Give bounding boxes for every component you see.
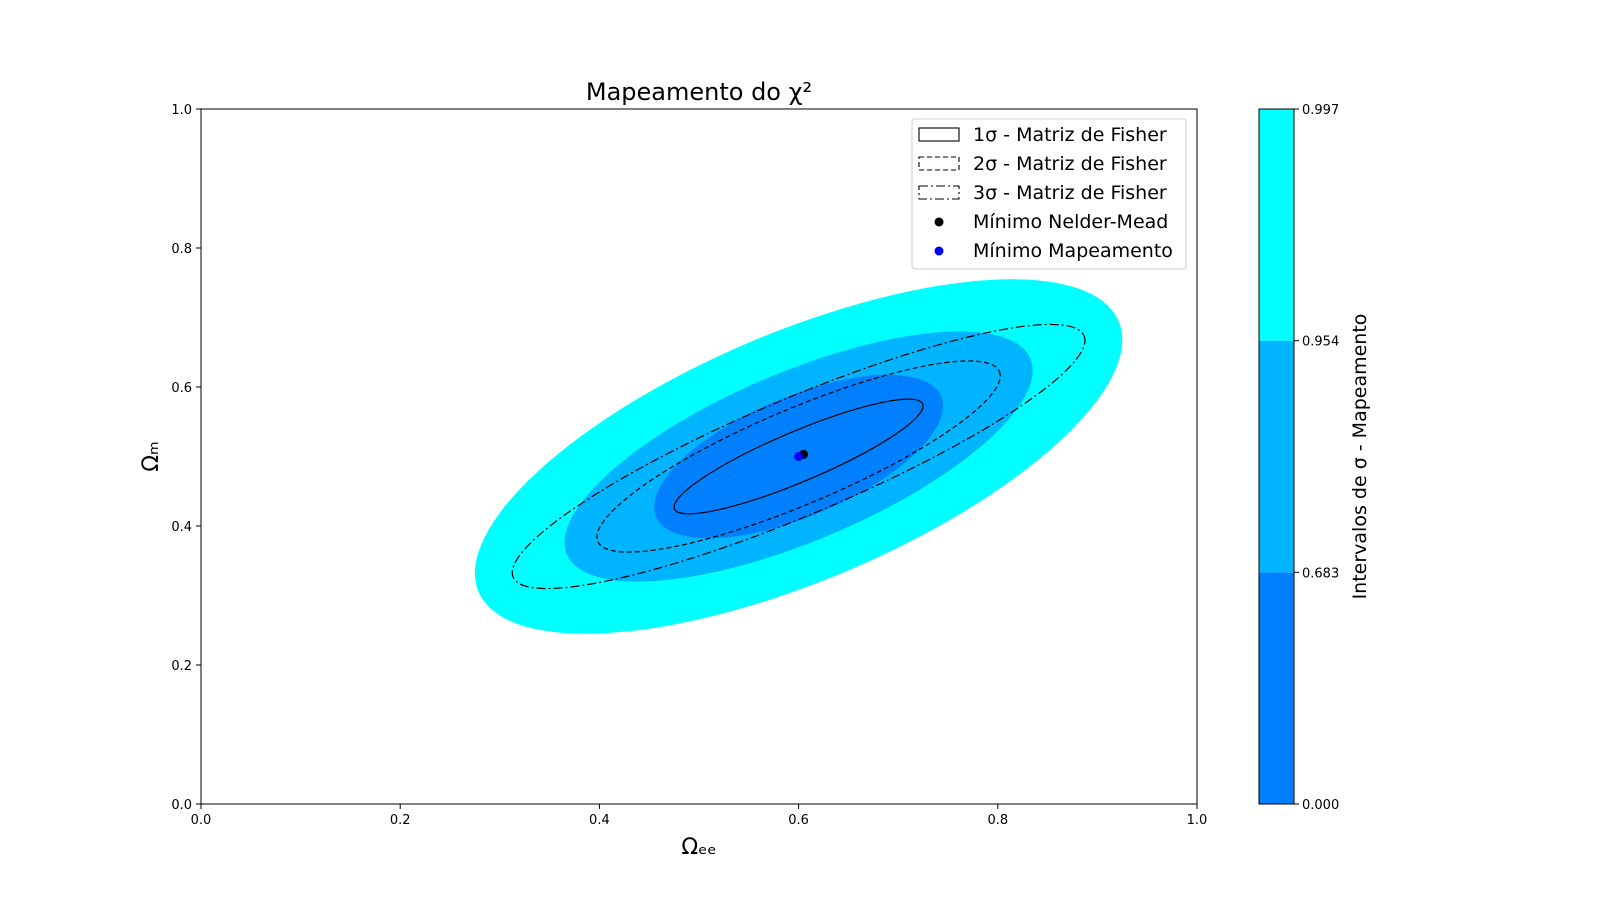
x-tick-label: 0.6 (788, 813, 809, 828)
colorbar-tick-label: 0.683 (1302, 566, 1339, 581)
colorbar-band-0 (1259, 572, 1294, 804)
x-tick-label: 0.8 (987, 813, 1008, 828)
y-tick-label: 1.0 (171, 103, 192, 118)
x-tick-label: 1.0 (1187, 813, 1208, 828)
y-tick-label: 0.6 (171, 381, 192, 396)
y-axis-title: Ωₘ (139, 441, 164, 472)
x-tick-label: 0.0 (191, 813, 212, 828)
legend-swatch-1sigma (918, 127, 960, 142)
mapping-minimum-point (794, 452, 804, 461)
legend-box (911, 118, 1187, 270)
fisher-ellipse-3sigma (511, 323, 1086, 590)
legend-swatch-3sigma (918, 185, 960, 200)
colorbar-tick-label: 0.954 (1302, 335, 1339, 350)
legend-marker-nelder-mead (934, 217, 944, 227)
colorbar-frame (1258, 108, 1295, 805)
colorbar-band-1 (1259, 340, 1294, 573)
colorbar-tick-label: 0.000 (1302, 798, 1339, 813)
legend-label-mapping: Mínimo Mapeamento (973, 240, 1173, 262)
y-tick-label: 0.8 (171, 242, 192, 257)
y-tick-label: 0.0 (171, 798, 192, 813)
x-tick-label: 0.4 (589, 813, 610, 828)
fisher-ellipse-1sigma (673, 398, 924, 515)
plot-frame (200, 108, 1198, 805)
y-tick-label: 0.2 (171, 659, 192, 674)
legend-label-3sigma: 3σ - Matriz de Fisher (973, 182, 1167, 204)
legend-label-2sigma: 2σ - Matriz de Fisher (973, 153, 1167, 175)
chart-title: Mapeamento do χ² (586, 78, 812, 106)
x-tick-label: 0.2 (390, 813, 411, 828)
colorbar-band-2 (1259, 109, 1294, 341)
legend-swatch-2sigma (918, 156, 960, 171)
y-tick-label: 0.4 (171, 520, 192, 535)
legend-label-nelder-mead: Mínimo Nelder-Mead (973, 211, 1168, 233)
legend-label-1sigma: 1σ - Matriz de Fisher (973, 124, 1167, 146)
colorbar-tick-label: 0.997 (1302, 103, 1339, 118)
colorbar-title: Intervalos de σ - Mapeamento (1349, 314, 1371, 600)
x-axis-title: Ωₑₑ (681, 835, 716, 860)
fisher-ellipse-2sigma (596, 360, 1001, 553)
legend-marker-mapping (934, 246, 944, 256)
